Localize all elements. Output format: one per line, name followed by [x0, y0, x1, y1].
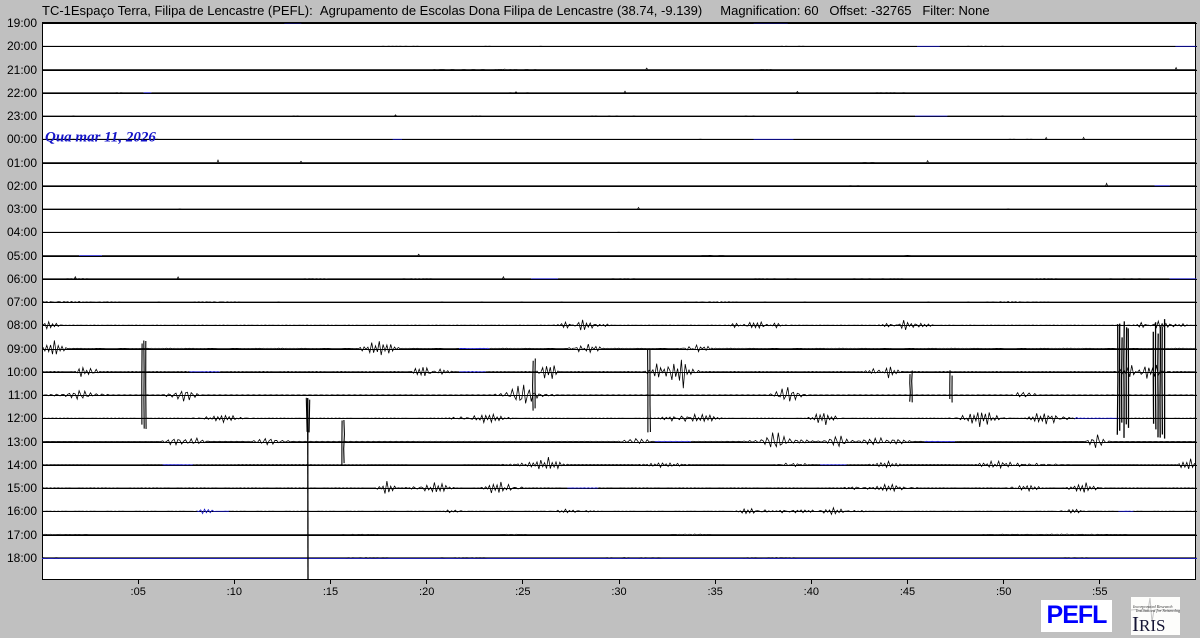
svg-text:Institutions for Seismology: Institutions for Seismology [1135, 608, 1180, 613]
svg-text:IRIS: IRIS [1132, 612, 1165, 635]
